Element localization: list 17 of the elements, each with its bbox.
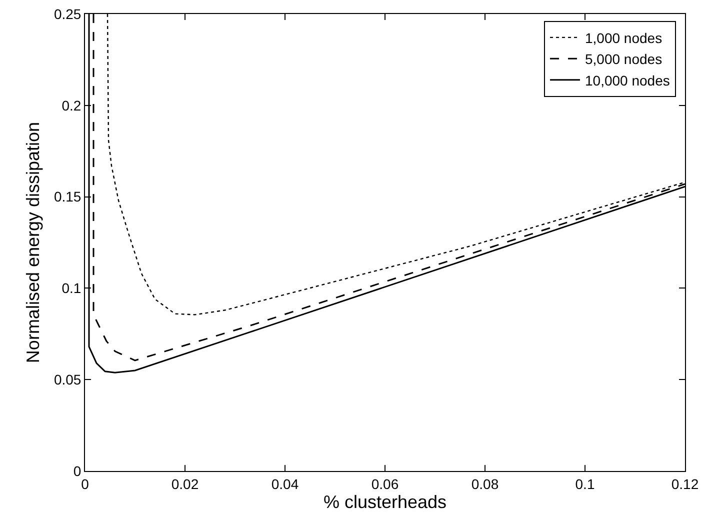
y-tick-label: 0.15 — [54, 188, 82, 205]
y-tick-label: 0.25 — [54, 6, 82, 22]
x-axis-title: % clusterheads — [323, 492, 447, 512]
legend-label: 10,000 nodes — [585, 72, 670, 88]
y-tick-label: 0.05 — [54, 372, 82, 388]
x-tick-label: 0.04 — [271, 476, 299, 492]
y-tick-label: 0.2 — [62, 97, 82, 114]
y-axis-title: Normalised energy dissipation — [23, 122, 43, 364]
x-tick-label: 0.1 — [575, 476, 595, 492]
legend-label: 5,000 nodes — [585, 51, 662, 68]
legend-label: 1,000 nodes — [585, 30, 662, 46]
y-tick-label: 0.1 — [62, 280, 82, 296]
x-tick-label: 0.12 — [671, 476, 699, 492]
y-tick-label: 0 — [73, 462, 82, 479]
x-tick-label: 0.08 — [471, 476, 499, 492]
x-tick-label: 0.02 — [171, 476, 199, 492]
x-tick-label: 0.06 — [371, 476, 399, 492]
